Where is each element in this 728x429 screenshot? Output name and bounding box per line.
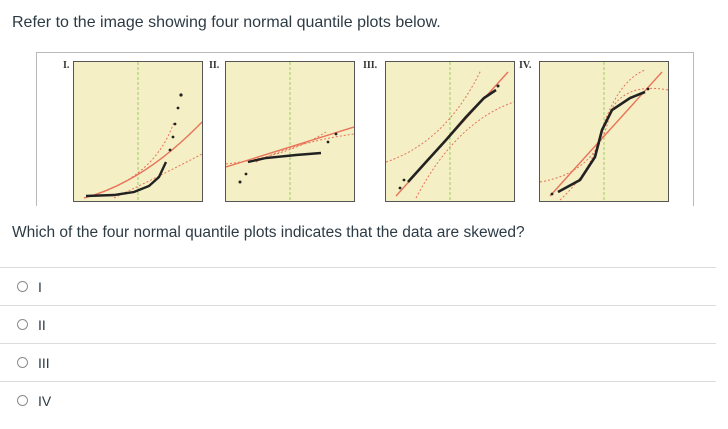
question-text: Which of the four normal quantile plots … [12, 224, 525, 241]
choice-label: III [38, 354, 50, 371]
question-prompt: Refer to the image showing four normal q… [12, 14, 441, 31]
radio-button[interactable] [17, 319, 28, 330]
choice-3[interactable]: III [0, 343, 716, 381]
quantile-plot-3-svg [386, 62, 514, 201]
quantile-plot-2 [225, 61, 355, 202]
panel-label-3: III. [363, 60, 378, 71]
panel-label-2: II. [209, 60, 220, 71]
quantile-plot-4-svg [540, 62, 668, 201]
quantile-plot-1-svg [83, 62, 202, 201]
panel-label-1: I. [63, 60, 70, 71]
radio-button[interactable] [17, 357, 28, 368]
quantile-plot-3 [385, 61, 515, 202]
choice-label: I [38, 278, 42, 295]
choice-1[interactable]: I [0, 267, 716, 305]
quantile-plot-1 [73, 61, 203, 202]
choice-label: IV [38, 392, 52, 409]
quantile-plot-2-svg [226, 62, 354, 201]
choice-2[interactable]: II [0, 305, 716, 343]
radio-button[interactable] [17, 395, 28, 406]
quantile-plots-figure: I. II. III. [36, 52, 694, 206]
choice-4[interactable]: IV [0, 381, 716, 419]
panel-label-4: IV. [519, 60, 532, 71]
answer-choices: I II III IV [0, 267, 716, 419]
choice-label: II [38, 316, 46, 333]
radio-button[interactable] [17, 281, 28, 292]
quantile-plot-4 [539, 61, 669, 202]
